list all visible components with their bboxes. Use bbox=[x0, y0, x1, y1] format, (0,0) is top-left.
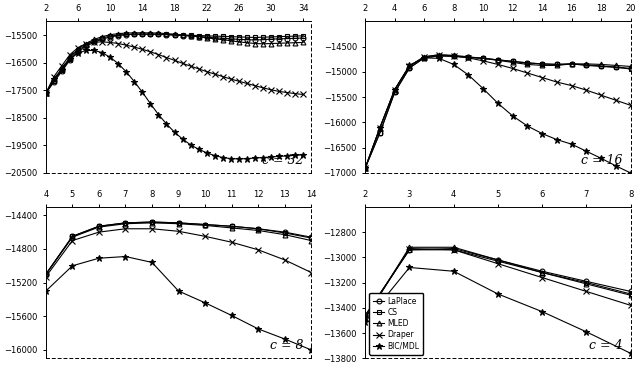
Text: c = 32: c = 32 bbox=[262, 154, 303, 167]
Text: c = 8: c = 8 bbox=[269, 339, 303, 352]
Legend: LaPlace, CS, MLED, Draper, BIC/MDL: LaPlace, CS, MLED, Draper, BIC/MDL bbox=[369, 293, 423, 354]
Text: c = 16: c = 16 bbox=[581, 154, 623, 167]
Text: c = 4: c = 4 bbox=[589, 339, 623, 352]
